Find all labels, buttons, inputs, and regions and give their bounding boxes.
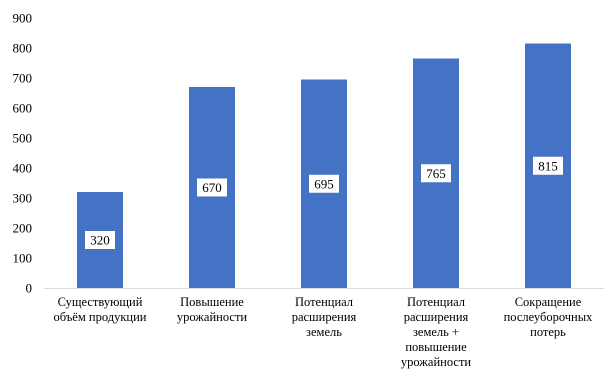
category-label: Сокращение [515, 295, 582, 309]
data-label: 765 [426, 166, 446, 181]
category-label: Повышение [180, 295, 244, 309]
category-label: послеуборочных [504, 310, 594, 324]
category-label: потерь [530, 325, 566, 339]
category-label: Существующий [58, 295, 143, 309]
y-tick-label: 600 [13, 101, 33, 116]
data-label-box [85, 231, 115, 249]
data-label-box [309, 174, 339, 193]
category-label: земель + [413, 325, 459, 339]
y-tick-label: 500 [13, 131, 33, 146]
y-tick-label: 900 [13, 11, 33, 26]
category-label: земель [306, 325, 342, 339]
category-label: урожайности [177, 310, 248, 324]
data-label: 815 [538, 158, 558, 173]
data-label-box [197, 178, 227, 197]
category-label: расширения [404, 310, 469, 324]
y-tick-label: 700 [13, 71, 33, 86]
data-label-box [421, 164, 451, 183]
category-label: расширения [292, 310, 357, 324]
y-axis: 0 100 200 300 400 500 600 700 800 900 [13, 11, 33, 296]
data-label: 670 [202, 180, 222, 195]
data-label-box [533, 156, 563, 175]
bars: 320 670 695 765 815 [77, 43, 571, 288]
category-label: Потенциал [407, 295, 465, 309]
y-tick-label: 300 [13, 191, 33, 206]
category-label: Потенциал [295, 295, 353, 309]
y-tick-label: 0 [26, 281, 33, 296]
category-label: объём продукции [54, 310, 147, 324]
y-tick-label: 200 [13, 221, 33, 236]
category-label: повышение [405, 340, 467, 354]
category-label: урожайности [401, 355, 472, 369]
y-tick-label: 400 [13, 161, 33, 176]
data-label: 320 [90, 233, 110, 248]
y-tick-label: 100 [13, 251, 33, 266]
data-label: 695 [314, 176, 334, 191]
y-tick-label: 800 [13, 41, 33, 56]
